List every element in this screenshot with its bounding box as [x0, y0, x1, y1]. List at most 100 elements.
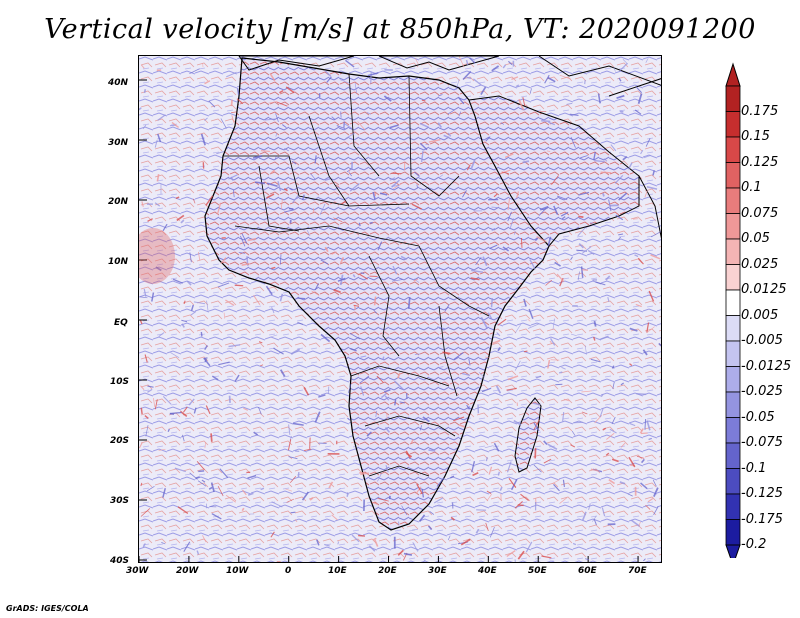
colorbar-segment	[725, 468, 741, 495]
velocity-streak	[415, 58, 419, 65]
velocity-streak	[311, 290, 320, 296]
velocity-streak	[218, 361, 230, 366]
colorbar-bottom-arrow	[725, 544, 741, 558]
velocity-streak	[140, 407, 143, 415]
velocity-streak	[405, 450, 412, 459]
velocity-streak	[429, 511, 435, 515]
velocity-streak	[611, 416, 616, 425]
velocity-streak	[266, 182, 278, 187]
velocity-streak	[198, 470, 205, 473]
velocity-streak	[507, 375, 519, 381]
velocity-streak	[182, 434, 185, 442]
velocity-streak	[427, 525, 433, 531]
velocity-streak	[349, 182, 360, 192]
colorbar-segment	[725, 417, 741, 444]
velocity-streak	[186, 280, 192, 286]
velocity-streak	[220, 118, 227, 129]
velocity-streak	[247, 492, 254, 496]
velocity-streak	[618, 77, 622, 82]
velocity-streak	[595, 281, 606, 286]
velocity-streak	[497, 346, 501, 352]
lat-label: 10S	[110, 377, 130, 387]
velocity-streak	[324, 178, 331, 181]
velocity-streak	[326, 76, 332, 83]
velocity-streak	[453, 416, 465, 422]
velocity-streak	[466, 76, 472, 80]
velocity-streak	[523, 298, 527, 307]
velocity-streak	[458, 97, 465, 105]
velocity-streak	[546, 150, 551, 152]
velocity-streak	[650, 254, 661, 260]
velocity-streak	[552, 559, 555, 562]
velocity-streak	[551, 175, 559, 186]
velocity-streak	[511, 76, 519, 80]
velocity-streak	[470, 159, 476, 169]
velocity-streak	[593, 320, 597, 327]
velocity-streak	[208, 100, 216, 108]
velocity-streak	[522, 96, 526, 106]
velocity-streak	[210, 433, 213, 442]
velocity-streak	[556, 273, 565, 283]
velocity-streak	[605, 452, 610, 456]
lat-label: 30N	[108, 138, 129, 148]
velocity-streak	[189, 472, 198, 480]
velocity-streak	[649, 219, 656, 222]
velocity-streak	[345, 59, 355, 68]
velocity-streak	[247, 474, 257, 479]
velocity-streak	[492, 339, 501, 345]
velocity-streak	[569, 113, 579, 117]
lon-label: 20E	[378, 566, 397, 576]
velocity-streak	[606, 432, 615, 440]
lat-label: 40S	[110, 556, 130, 566]
velocity-streak	[562, 479, 566, 488]
velocity-streak	[536, 236, 547, 243]
velocity-streak	[605, 275, 611, 281]
velocity-streak	[304, 448, 312, 451]
velocity-streak	[590, 358, 601, 363]
lon-label: 10W	[226, 566, 249, 576]
velocity-streak	[442, 351, 451, 355]
velocity-streak	[172, 278, 183, 284]
velocity-streak	[592, 515, 597, 522]
velocity-streak	[195, 476, 200, 479]
velocity-streak	[608, 479, 616, 485]
velocity-streak	[554, 261, 561, 267]
velocity-streak	[421, 99, 426, 102]
velocity-streak	[384, 395, 390, 401]
velocity-streak	[154, 202, 161, 207]
velocity-streak	[490, 298, 494, 308]
velocity-streak	[602, 427, 607, 431]
velocity-streak	[619, 481, 626, 485]
velocity-streak	[389, 307, 392, 311]
velocity-streak	[288, 424, 291, 435]
velocity-streak	[491, 227, 496, 232]
velocity-streak	[335, 184, 340, 188]
velocity-streak	[399, 401, 405, 404]
velocity-streak	[144, 415, 149, 419]
velocity-streak	[216, 150, 225, 155]
colorbar-label: -0.0125	[741, 358, 792, 374]
velocity-streak	[450, 516, 455, 521]
colorbar-segment	[725, 85, 741, 112]
velocity-streak	[462, 190, 467, 198]
velocity-streak	[610, 144, 617, 152]
velocity-streak	[337, 277, 346, 282]
velocity-streak	[331, 251, 337, 255]
velocity-streak	[196, 550, 200, 555]
velocity-streak	[324, 70, 332, 77]
velocity-streak	[415, 486, 422, 495]
velocity-streak	[450, 475, 455, 479]
velocity-streak	[391, 172, 402, 175]
graticule	[139, 79, 639, 562]
velocity-streak	[397, 372, 401, 379]
velocity-streak	[614, 174, 624, 184]
velocity-streak	[359, 375, 370, 384]
velocity-streak	[447, 535, 451, 541]
velocity-streak	[360, 472, 370, 476]
country-borders	[223, 73, 490, 477]
colorbar-segment	[725, 519, 741, 546]
velocity-streak	[412, 529, 418, 531]
lat-label: 20S	[110, 436, 130, 446]
arabian-peninsula	[468, 95, 640, 247]
velocity-streak	[226, 71, 237, 78]
